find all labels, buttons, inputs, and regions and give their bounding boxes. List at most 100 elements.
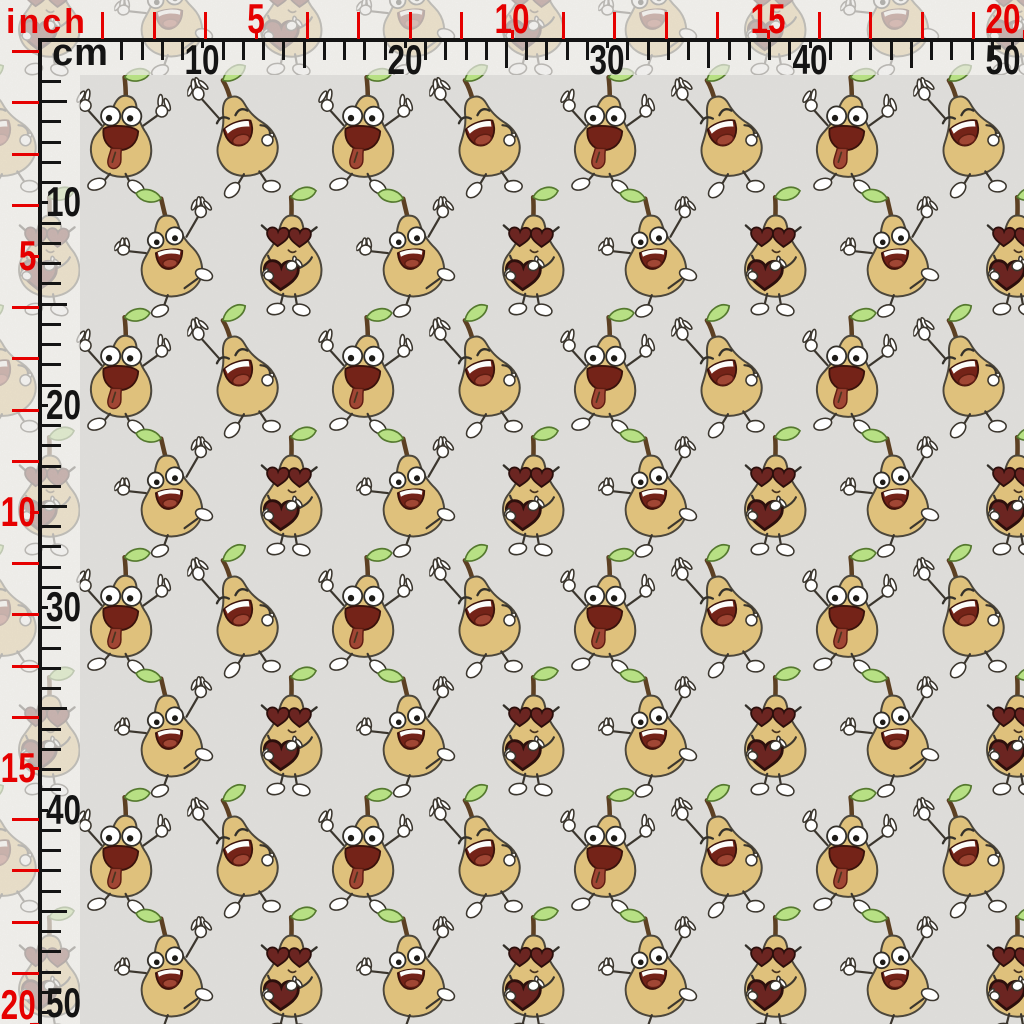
cm-tick [829,42,832,60]
inch-tick [818,12,821,39]
cm-tick [647,42,650,60]
inch-tick [12,153,39,156]
cm-tick [343,42,346,60]
cm-tick [42,1011,48,1014]
cm-tick [42,282,61,285]
cm-tick [42,829,61,832]
cm-ruler-line-vertical [38,38,42,1024]
cm-tick [303,42,306,68]
inch-tick [12,818,39,821]
cm-tick [161,42,164,60]
inch-tick [101,12,104,39]
cm-tick [42,566,61,569]
cm-tick [1011,42,1014,48]
cm-tick [242,42,245,60]
cm-number: 10 [46,178,82,225]
pear-smile-sprite [598,899,708,1024]
cm-number: 10 [184,36,220,83]
cm-tick [120,42,123,60]
pear-smile-sprite [840,899,950,1024]
cm-number: 50 [46,979,82,1024]
pear-heart-sprite [477,899,587,1024]
inch-tick [869,12,872,39]
cm-tick [42,910,67,913]
cm-tick [42,343,61,346]
inch-tick [12,50,39,53]
cm-tick [42,323,61,326]
cm-tick [971,42,974,60]
fabric-swatch [80,75,1024,1024]
inch-tick [562,12,565,39]
inch-tick [972,12,975,39]
cm-tick [667,42,670,60]
cm-tick [42,890,61,893]
cm-tick [42,647,61,650]
cm-tick [586,42,589,60]
inch-tick [306,12,309,39]
cm-number: 30 [589,36,625,83]
inch-tick [153,12,156,39]
cm-tick [42,363,61,366]
cm-tick [42,141,61,144]
cm-tick [222,42,225,60]
cm-tick [42,222,61,225]
inch-tick [767,30,770,39]
cm-tick [42,626,61,629]
cm-tick [42,242,61,245]
cm-tick [181,42,184,60]
inch-tick [30,767,39,770]
cm-tick [930,42,933,60]
inch-tick [716,12,719,39]
inch-tick [665,12,668,39]
cm-tick [42,100,67,103]
inch-tick [12,460,39,463]
cm-tick [465,42,468,60]
cm-tick [42,707,67,710]
cm-tick [42,465,61,468]
inch-tick [12,869,39,872]
pear-smile-sprite [114,899,224,1024]
inch-tick [12,972,39,975]
cm-tick [42,849,61,852]
cm-tick [42,809,48,812]
cm-tick [42,606,48,609]
pear-smile-sprite [356,899,466,1024]
inch-tick [460,12,463,39]
cm-tick [42,971,61,974]
cm-tick [626,42,629,60]
inch-tick [12,665,39,668]
inch-tick [12,562,39,565]
inch-tick [12,409,39,412]
inch-tick [613,12,616,39]
inch-tick [30,255,39,258]
cm-tick [42,80,61,83]
cm-tick [485,42,488,60]
cm-tick [404,42,407,48]
cm-tick [262,42,265,60]
cm-tick [141,42,144,60]
cm-tick [566,42,569,60]
pear-heart-sprite [961,899,1024,1024]
cm-tick [42,687,61,690]
cm-tick [42,728,61,731]
cm-tick [728,42,731,60]
cm-tick [910,42,913,68]
cm-tick [323,42,326,60]
inch-tick [12,306,39,309]
cm-tick [788,42,791,60]
inch-tick [921,12,924,39]
inch-tick [204,12,207,39]
cm-tick [42,545,61,548]
inch-tick [255,30,258,39]
cm-tick [748,42,751,60]
inch-tick [12,101,39,104]
cm-number: 50 [985,36,1021,83]
cm-number: 40 [46,786,82,833]
cm-tick [42,768,61,771]
cm-tick [606,42,609,48]
cm-tick [707,42,710,68]
cm-tick [42,485,61,488]
inch-tick [409,12,412,39]
inch-tick [12,357,39,360]
cm-tick [42,120,61,123]
